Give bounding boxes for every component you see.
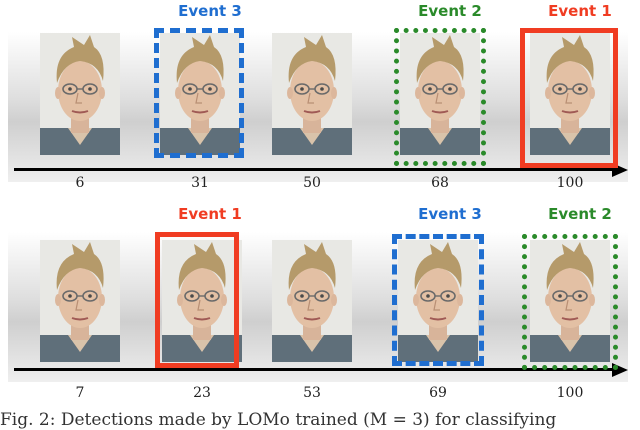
face-frame-top-2 (160, 33, 240, 155)
tick-label: 53 (303, 385, 321, 401)
event-1-box-bottom (155, 232, 239, 368)
face-frame-bottom-5 (530, 240, 610, 362)
face-frame-bottom-2 (162, 240, 242, 362)
event-label-top-b: Event 2 (418, 2, 482, 20)
face-frame-top-4 (400, 33, 480, 155)
tick-label: 7 (75, 385, 85, 401)
tick-label: 69 (429, 385, 447, 401)
face-frame-top-3 (272, 33, 352, 155)
tick-label: 100 (556, 175, 584, 191)
face-frame-bottom-4 (398, 240, 478, 362)
tick-label: 100 (556, 385, 584, 401)
event-1-box-top (520, 28, 618, 168)
figure-caption: Fig. 2: Detections made by LOMo trained … (0, 410, 557, 430)
face-frame-bottom-1 (40, 240, 120, 362)
event-3-box-top (154, 28, 244, 158)
tick-label: 6 (75, 175, 85, 191)
face-frame-top-1 (40, 33, 120, 155)
face-frame-top-5 (530, 33, 610, 155)
event-label-bottom-a: Event 1 (178, 205, 242, 223)
timeline-axis-top (14, 168, 614, 171)
event-label-top-c: Event 1 (548, 2, 612, 20)
event-2-box-bottom (522, 234, 618, 370)
event-label-bottom-b: Event 3 (418, 205, 482, 223)
event-3-box-bottom (392, 234, 484, 366)
tick-label: 50 (303, 175, 321, 191)
tick-label: 23 (193, 385, 211, 401)
tick-label: 68 (431, 175, 449, 191)
timeline-axis-bottom (14, 368, 614, 371)
event-label-top-a: Event 3 (178, 2, 242, 20)
face-frame-bottom-3 (272, 240, 352, 362)
event-label-bottom-c: Event 2 (548, 205, 612, 223)
tick-label: 31 (191, 175, 209, 191)
event-2-box-top (394, 28, 486, 166)
